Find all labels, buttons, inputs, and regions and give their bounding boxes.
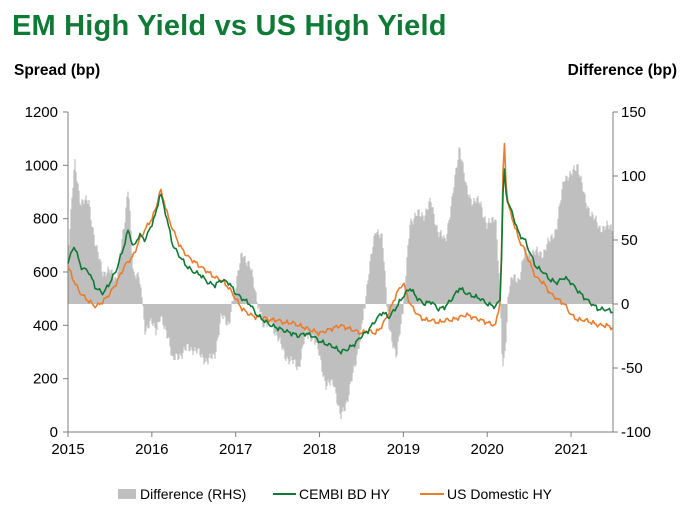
- legend-label-difference: Difference (RHS): [140, 486, 246, 502]
- y-axis-right-label: Difference (bp): [567, 62, 677, 79]
- x-tick-label: 2019: [387, 441, 420, 458]
- legend: Difference (RHS) CEMBI BD HY US Domestic H…: [118, 486, 553, 502]
- legend-item-us: US Domestic HY: [420, 486, 553, 502]
- legend-item-difference: Difference (RHS): [118, 486, 246, 502]
- cembi-bd-hy-line: [67, 168, 613, 355]
- y-right-tick-label: -100: [621, 424, 651, 441]
- x-tick-label: 2015: [51, 441, 84, 458]
- legend-swatch-difference: [118, 489, 136, 499]
- x-tick-label: 2016: [135, 441, 168, 458]
- series-lines-layer: [67, 142, 614, 355]
- difference-area-layer: [67, 147, 614, 419]
- y-left-tick-label: 1000: [25, 157, 58, 174]
- y-left-tick-label: 200: [33, 371, 58, 388]
- axes-layer: 0 200 400 600 800 1000 1200 -100 -50 0 50 100 150 201…: [25, 104, 651, 458]
- y-left-tick-label: 600: [33, 264, 58, 281]
- y-right-tick-label: 150: [621, 104, 646, 121]
- y-right-tick-label: -50: [621, 360, 643, 377]
- chart-title: EM High Yield vs US High Yield: [12, 10, 447, 42]
- x-tick-label: 2021: [554, 441, 587, 458]
- x-tick-label: 2018: [303, 441, 336, 458]
- y-right-tick-label: 0: [621, 296, 629, 313]
- legend-label-cembi: CEMBI BD HY: [299, 486, 391, 502]
- y-right-tick-label: 50: [621, 232, 638, 249]
- x-tick-label: 2017: [219, 441, 252, 458]
- y-left-tick-label: 800: [33, 211, 58, 228]
- y-axis-left-label: Spread (bp): [14, 62, 101, 79]
- legend-item-cembi: CEMBI BD HY: [273, 486, 391, 502]
- y-left-tick-label: 0: [50, 424, 58, 441]
- x-tick-label: 2020: [471, 441, 504, 458]
- legend-label-us: US Domestic HY: [447, 486, 553, 502]
- y-right-tick-label: 100: [621, 168, 646, 185]
- y-left-tick-label: 1200: [25, 104, 58, 121]
- y-left-tick-label: 400: [33, 317, 58, 334]
- difference-area: [67, 147, 614, 419]
